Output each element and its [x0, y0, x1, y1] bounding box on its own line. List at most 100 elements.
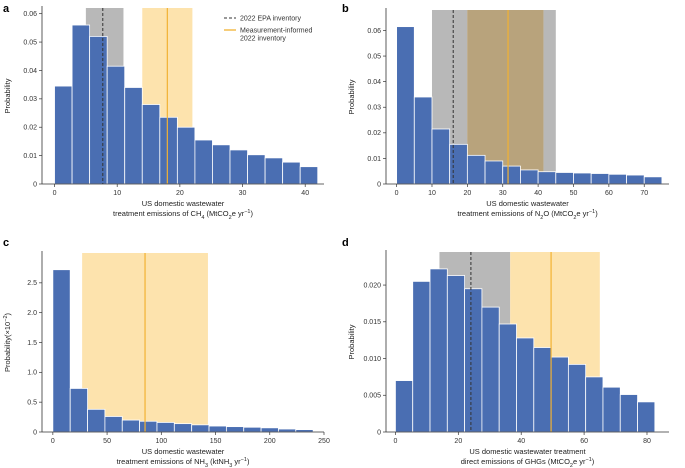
- x-tick-label: 70: [640, 190, 648, 197]
- x-axis-label-line2: treatment emissions of NH3 (ktNH3 yr−1): [117, 457, 250, 468]
- y-tick-label: 0: [377, 181, 381, 188]
- histogram-bar: [243, 426, 262, 433]
- y-tick-label: 0.04: [23, 68, 37, 75]
- x-tick-label: 10: [113, 190, 121, 197]
- x-axis-label-line2-part: e yr: [576, 209, 589, 218]
- y-tick-label: 1.0: [27, 370, 37, 377]
- histogram-bar: [69, 388, 88, 433]
- histogram-bar: [516, 337, 535, 433]
- x-axis-label-line2-part: (MtCO: [204, 209, 228, 218]
- histogram-bar: [550, 356, 569, 433]
- x-tick-label: 10: [428, 190, 436, 197]
- histogram-bar: [247, 154, 266, 185]
- x-tick-label: 0: [395, 190, 399, 197]
- x-tick-label: 0: [393, 438, 397, 445]
- x-axis-label-line2-part: ): [592, 457, 595, 466]
- panel-c: c 0 0.5 1.0 1.5 2.0 2.5 0 50 100 150 200 250 Probabil…: [3, 237, 330, 468]
- panel-d: d 0 0.005 0.010 0.015 0.020 0 20 40 60 80 Probabili…: [342, 237, 669, 468]
- histogram-bar: [502, 165, 521, 185]
- x-axis-label-line2-part: ): [247, 457, 250, 466]
- x-axis-label-line1: US domestic wastewater: [142, 447, 225, 456]
- panel-letter: b: [342, 3, 349, 15]
- histogram-bar: [264, 157, 284, 185]
- histogram-bar: [520, 169, 539, 185]
- x-axis-label-line2-part: 2: [573, 215, 576, 221]
- x-axis-label-line2-part: −1: [585, 457, 591, 463]
- histogram-bar: [498, 323, 517, 433]
- x-axis-label-line2-part: −1: [241, 457, 247, 463]
- x-axis-label-line2-part: 3: [229, 463, 232, 468]
- histogram-bar: [260, 427, 279, 433]
- histogram-bar: [602, 386, 621, 433]
- x-axis-label-line2-part: −1: [244, 209, 250, 215]
- y-axis-label-part: Probability(×10: [3, 322, 12, 372]
- histogram-bar: [229, 149, 248, 185]
- x-axis-label-line2-part: ): [595, 209, 598, 218]
- x-axis-label-line1: US domestic wastewater treatment: [469, 447, 586, 456]
- y-tick-label: 0.04: [367, 79, 381, 86]
- x-axis-label-line2-part: (ktNH: [208, 457, 229, 466]
- x-tick-label: 150: [210, 438, 222, 445]
- histogram-bar: [52, 269, 71, 433]
- histogram-bar: [156, 422, 175, 433]
- x-axis-label-line2-part: direct emissions of GHGs (MtCO: [461, 457, 570, 466]
- histogram-bar: [464, 288, 483, 433]
- legend: 2022 EPA inventory Measurement-informed20…: [224, 16, 312, 43]
- histogram-bar: [429, 268, 448, 433]
- y-tick-label: 0.06: [367, 28, 381, 35]
- histogram-bar: [396, 26, 415, 185]
- histogram-bar: [54, 85, 73, 185]
- y-tick-label: 0.02: [23, 125, 37, 132]
- panel-b: b 0 0.01 0.02 0.03 0.04 0.05 0.06 0 10 20 30 40 50 60 7…: [342, 3, 669, 221]
- histogram-bar: [537, 171, 557, 185]
- histogram-bar: [637, 401, 656, 433]
- x-tick-label: 250: [318, 438, 330, 445]
- y-tick-label: 0.010: [363, 356, 381, 363]
- y-tick-label: 0.05: [367, 53, 381, 60]
- histogram-bar: [191, 424, 210, 433]
- histogram-bar: [71, 24, 91, 185]
- x-axis-label-line2-part: e yr: [232, 209, 245, 218]
- y-axis-label-part: −2: [3, 315, 9, 321]
- histogram-bar: [173, 423, 193, 433]
- x-axis-label-line2-part: treatment emissions of NH: [117, 457, 205, 466]
- x-tick-label: 30: [499, 190, 507, 197]
- histogram-bar: [573, 172, 592, 185]
- y-tick-label: 0: [33, 181, 37, 188]
- x-axis-label-line1: US domestic wastewater: [486, 199, 569, 208]
- histogram-bar: [431, 128, 451, 185]
- histogram-bar: [212, 144, 231, 185]
- y-tick-label: 0: [33, 429, 37, 436]
- x-tick-label: 100: [155, 438, 167, 445]
- y-tick-label: 0.01: [23, 153, 37, 160]
- histogram-bar: [585, 376, 604, 433]
- x-axis-label-line2-part: treatment emissions of CH: [113, 209, 201, 218]
- y-axis-label: Probability: [3, 78, 12, 113]
- x-tick-label: 0: [53, 190, 57, 197]
- legend-mi-label-line1: Measurement-informed: [240, 28, 312, 35]
- histogram-bar: [225, 426, 245, 433]
- x-axis-label-line2-part: 2: [570, 463, 573, 468]
- x-axis-label-line2-part: 3: [205, 463, 208, 468]
- y-tick-label: 2.0: [27, 310, 37, 317]
- histogram-bar: [278, 428, 297, 433]
- panel-letter: c: [3, 237, 9, 249]
- histogram-bar: [619, 394, 638, 433]
- y-axis-label: Probability(×10−2): [3, 312, 12, 372]
- x-axis-label-line2-part: ): [250, 209, 253, 218]
- legend-epa-label: 2022 EPA inventory: [240, 16, 301, 23]
- histogram-bar: [533, 347, 552, 433]
- x-tick-label: 40: [517, 438, 525, 445]
- x-tick-label: 50: [570, 190, 578, 197]
- y-tick-label: 0.03: [367, 105, 381, 112]
- histogram-bar: [299, 166, 319, 185]
- x-axis-label-line2-part: −1: [589, 209, 595, 215]
- y-tick-label: 0.06: [23, 11, 37, 18]
- x-tick-label: 20: [454, 438, 462, 445]
- histogram-bar: [282, 161, 301, 185]
- x-tick-label: 60: [605, 190, 613, 197]
- histogram-bar: [449, 143, 468, 185]
- histogram-bar: [590, 173, 610, 185]
- x-axis-label-line2: direct emissions of GHGs (MtCO2e yr−1): [461, 457, 595, 468]
